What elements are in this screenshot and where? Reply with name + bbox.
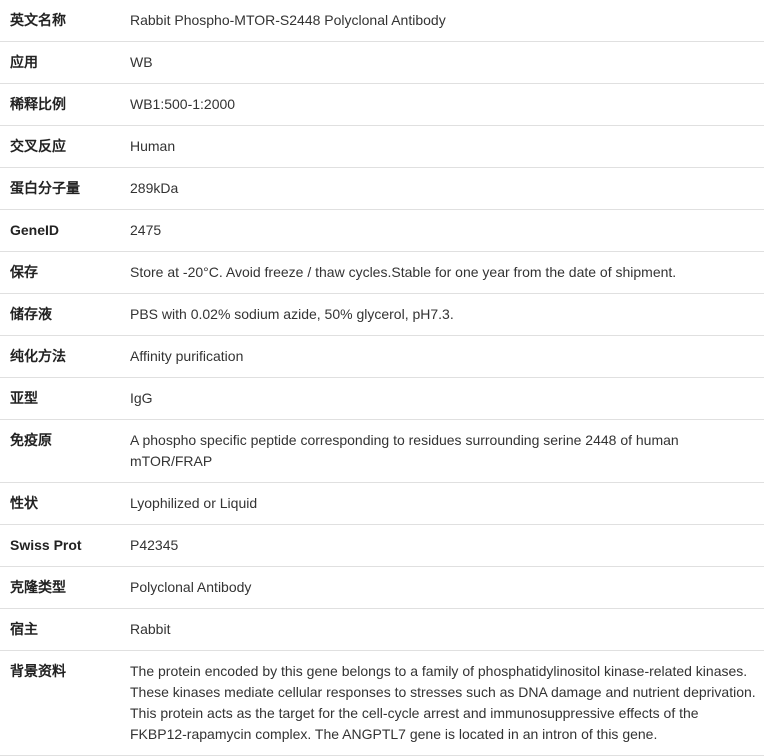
row-value: WB xyxy=(120,42,764,84)
spec-table: 英文名称Rabbit Phospho-MTOR-S2448 Polyclonal… xyxy=(0,0,764,756)
row-value: IgG xyxy=(120,378,764,420)
row-value: The protein encoded by this gene belongs… xyxy=(120,651,764,756)
row-value: A phospho specific peptide corresponding… xyxy=(120,420,764,483)
row-value: Polyclonal Antibody xyxy=(120,567,764,609)
row-value: Rabbit Phospho-MTOR-S2448 Polyclonal Ant… xyxy=(120,0,764,42)
table-row: 英文名称Rabbit Phospho-MTOR-S2448 Polyclonal… xyxy=(0,0,764,42)
row-value: PBS with 0.02% sodium azide, 50% glycero… xyxy=(120,294,764,336)
row-value: Lyophilized or Liquid xyxy=(120,483,764,525)
row-value: 289kDa xyxy=(120,168,764,210)
row-label: 背景资料 xyxy=(0,651,120,756)
row-label: 纯化方法 xyxy=(0,336,120,378)
row-label: 蛋白分子量 xyxy=(0,168,120,210)
row-label: 克隆类型 xyxy=(0,567,120,609)
table-row: 宿主Rabbit xyxy=(0,609,764,651)
row-label: 保存 xyxy=(0,252,120,294)
table-row: Swiss ProtP42345 xyxy=(0,525,764,567)
table-row: 储存液PBS with 0.02% sodium azide, 50% glyc… xyxy=(0,294,764,336)
row-label: 宿主 xyxy=(0,609,120,651)
table-row: 纯化方法Affinity purification xyxy=(0,336,764,378)
table-row: 蛋白分子量289kDa xyxy=(0,168,764,210)
row-value: WB1:500-1:2000 xyxy=(120,84,764,126)
row-label: Swiss Prot xyxy=(0,525,120,567)
row-value: Affinity purification xyxy=(120,336,764,378)
row-label: 亚型 xyxy=(0,378,120,420)
table-row: 克隆类型Polyclonal Antibody xyxy=(0,567,764,609)
row-label: GeneID xyxy=(0,210,120,252)
table-row: 免疫原A phospho specific peptide correspond… xyxy=(0,420,764,483)
row-value: Rabbit xyxy=(120,609,764,651)
table-row: GeneID2475 xyxy=(0,210,764,252)
table-row: 亚型IgG xyxy=(0,378,764,420)
row-label: 稀释比例 xyxy=(0,84,120,126)
table-row: 交叉反应Human xyxy=(0,126,764,168)
spec-table-body: 英文名称Rabbit Phospho-MTOR-S2448 Polyclonal… xyxy=(0,0,764,756)
row-value: 2475 xyxy=(120,210,764,252)
table-row: 背景资料The protein encoded by this gene bel… xyxy=(0,651,764,756)
table-row: 保存Store at -20°C. Avoid freeze / thaw cy… xyxy=(0,252,764,294)
row-value: Human xyxy=(120,126,764,168)
row-label: 储存液 xyxy=(0,294,120,336)
table-row: 稀释比例WB1:500-1:2000 xyxy=(0,84,764,126)
row-label: 交叉反应 xyxy=(0,126,120,168)
row-label: 应用 xyxy=(0,42,120,84)
row-label: 免疫原 xyxy=(0,420,120,483)
table-row: 应用WB xyxy=(0,42,764,84)
table-row: 性状Lyophilized or Liquid xyxy=(0,483,764,525)
row-value: P42345 xyxy=(120,525,764,567)
row-value: Store at -20°C. Avoid freeze / thaw cycl… xyxy=(120,252,764,294)
row-label: 性状 xyxy=(0,483,120,525)
row-label: 英文名称 xyxy=(0,0,120,42)
